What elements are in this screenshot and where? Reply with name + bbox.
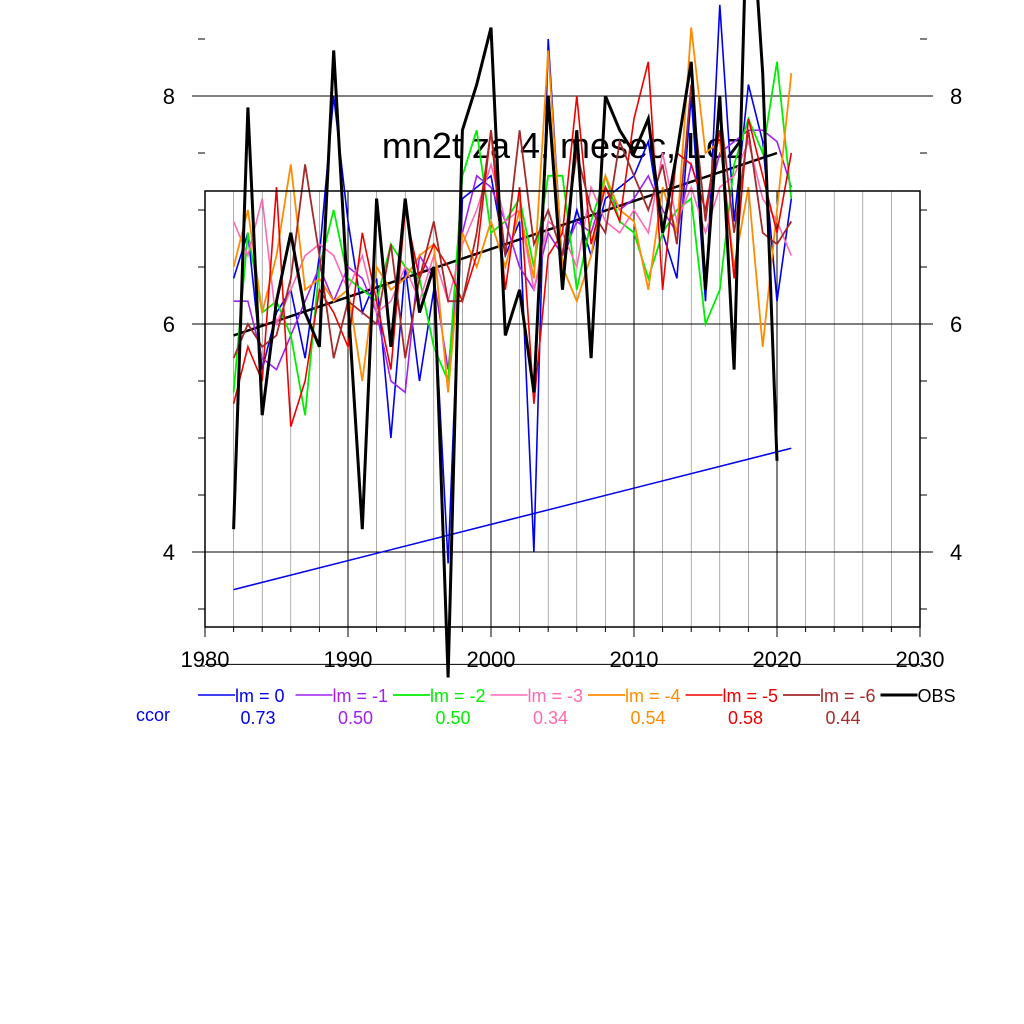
legend-label: lm = -3: [528, 686, 584, 706]
x-tick-label: 2020: [753, 647, 802, 672]
plot-frame: [204, 190, 921, 628]
ccor-value: 0.50: [435, 708, 470, 728]
series-line: [232, 0, 779, 678]
ccor-label: ccor: [136, 705, 170, 725]
legend-label: lm = 0: [235, 686, 285, 706]
legend-label: lm = -6: [820, 686, 876, 706]
legend-label: lm = -4: [625, 686, 681, 706]
y-tick-label-right: 8: [950, 84, 962, 109]
ccor-value: 0.73: [240, 708, 275, 728]
chart-title: mn2t za 4. mesec, Loz: [382, 125, 744, 166]
y-tick-label-right: 6: [950, 312, 962, 337]
series-lines: [232, 0, 793, 678]
ccor-value: 0.34: [533, 708, 568, 728]
x-tick-label: 2000: [467, 647, 516, 672]
trend-lines: [233, 151, 792, 591]
legend-label: lm = -2: [430, 686, 486, 706]
trend-line: [233, 447, 792, 591]
x-tick-label: 1990: [324, 647, 373, 672]
x-tick-label: 2010: [610, 647, 659, 672]
grid-lines: [204, 95, 921, 665]
series-line: [232, 139, 793, 328]
legend-label: OBS: [918, 686, 956, 706]
y-tick-label-right: 4: [950, 540, 962, 565]
y-tick-label-left: 4: [163, 540, 175, 565]
x-tick-label: 1980: [181, 647, 230, 672]
legend-label: lm = -5: [723, 686, 779, 706]
x-tick-label: 2030: [896, 647, 945, 672]
legend-label: lm = -1: [333, 686, 389, 706]
ccor-value: 0.58: [728, 708, 763, 728]
ccor-value: 0.54: [630, 708, 665, 728]
axes: 4466881010198019902000201020202030: [163, 38, 962, 672]
series-line: [232, 61, 793, 416]
ccor-value: 0.50: [338, 708, 373, 728]
y-tick-label-left: 8: [163, 84, 175, 109]
ccor-value: 0.44: [825, 708, 860, 728]
y-tick-label-left: 6: [163, 312, 175, 337]
legend: lm = 0 lm = -1 lm = -2 lm = -3 lm = -4 lm = -…: [136, 686, 956, 728]
